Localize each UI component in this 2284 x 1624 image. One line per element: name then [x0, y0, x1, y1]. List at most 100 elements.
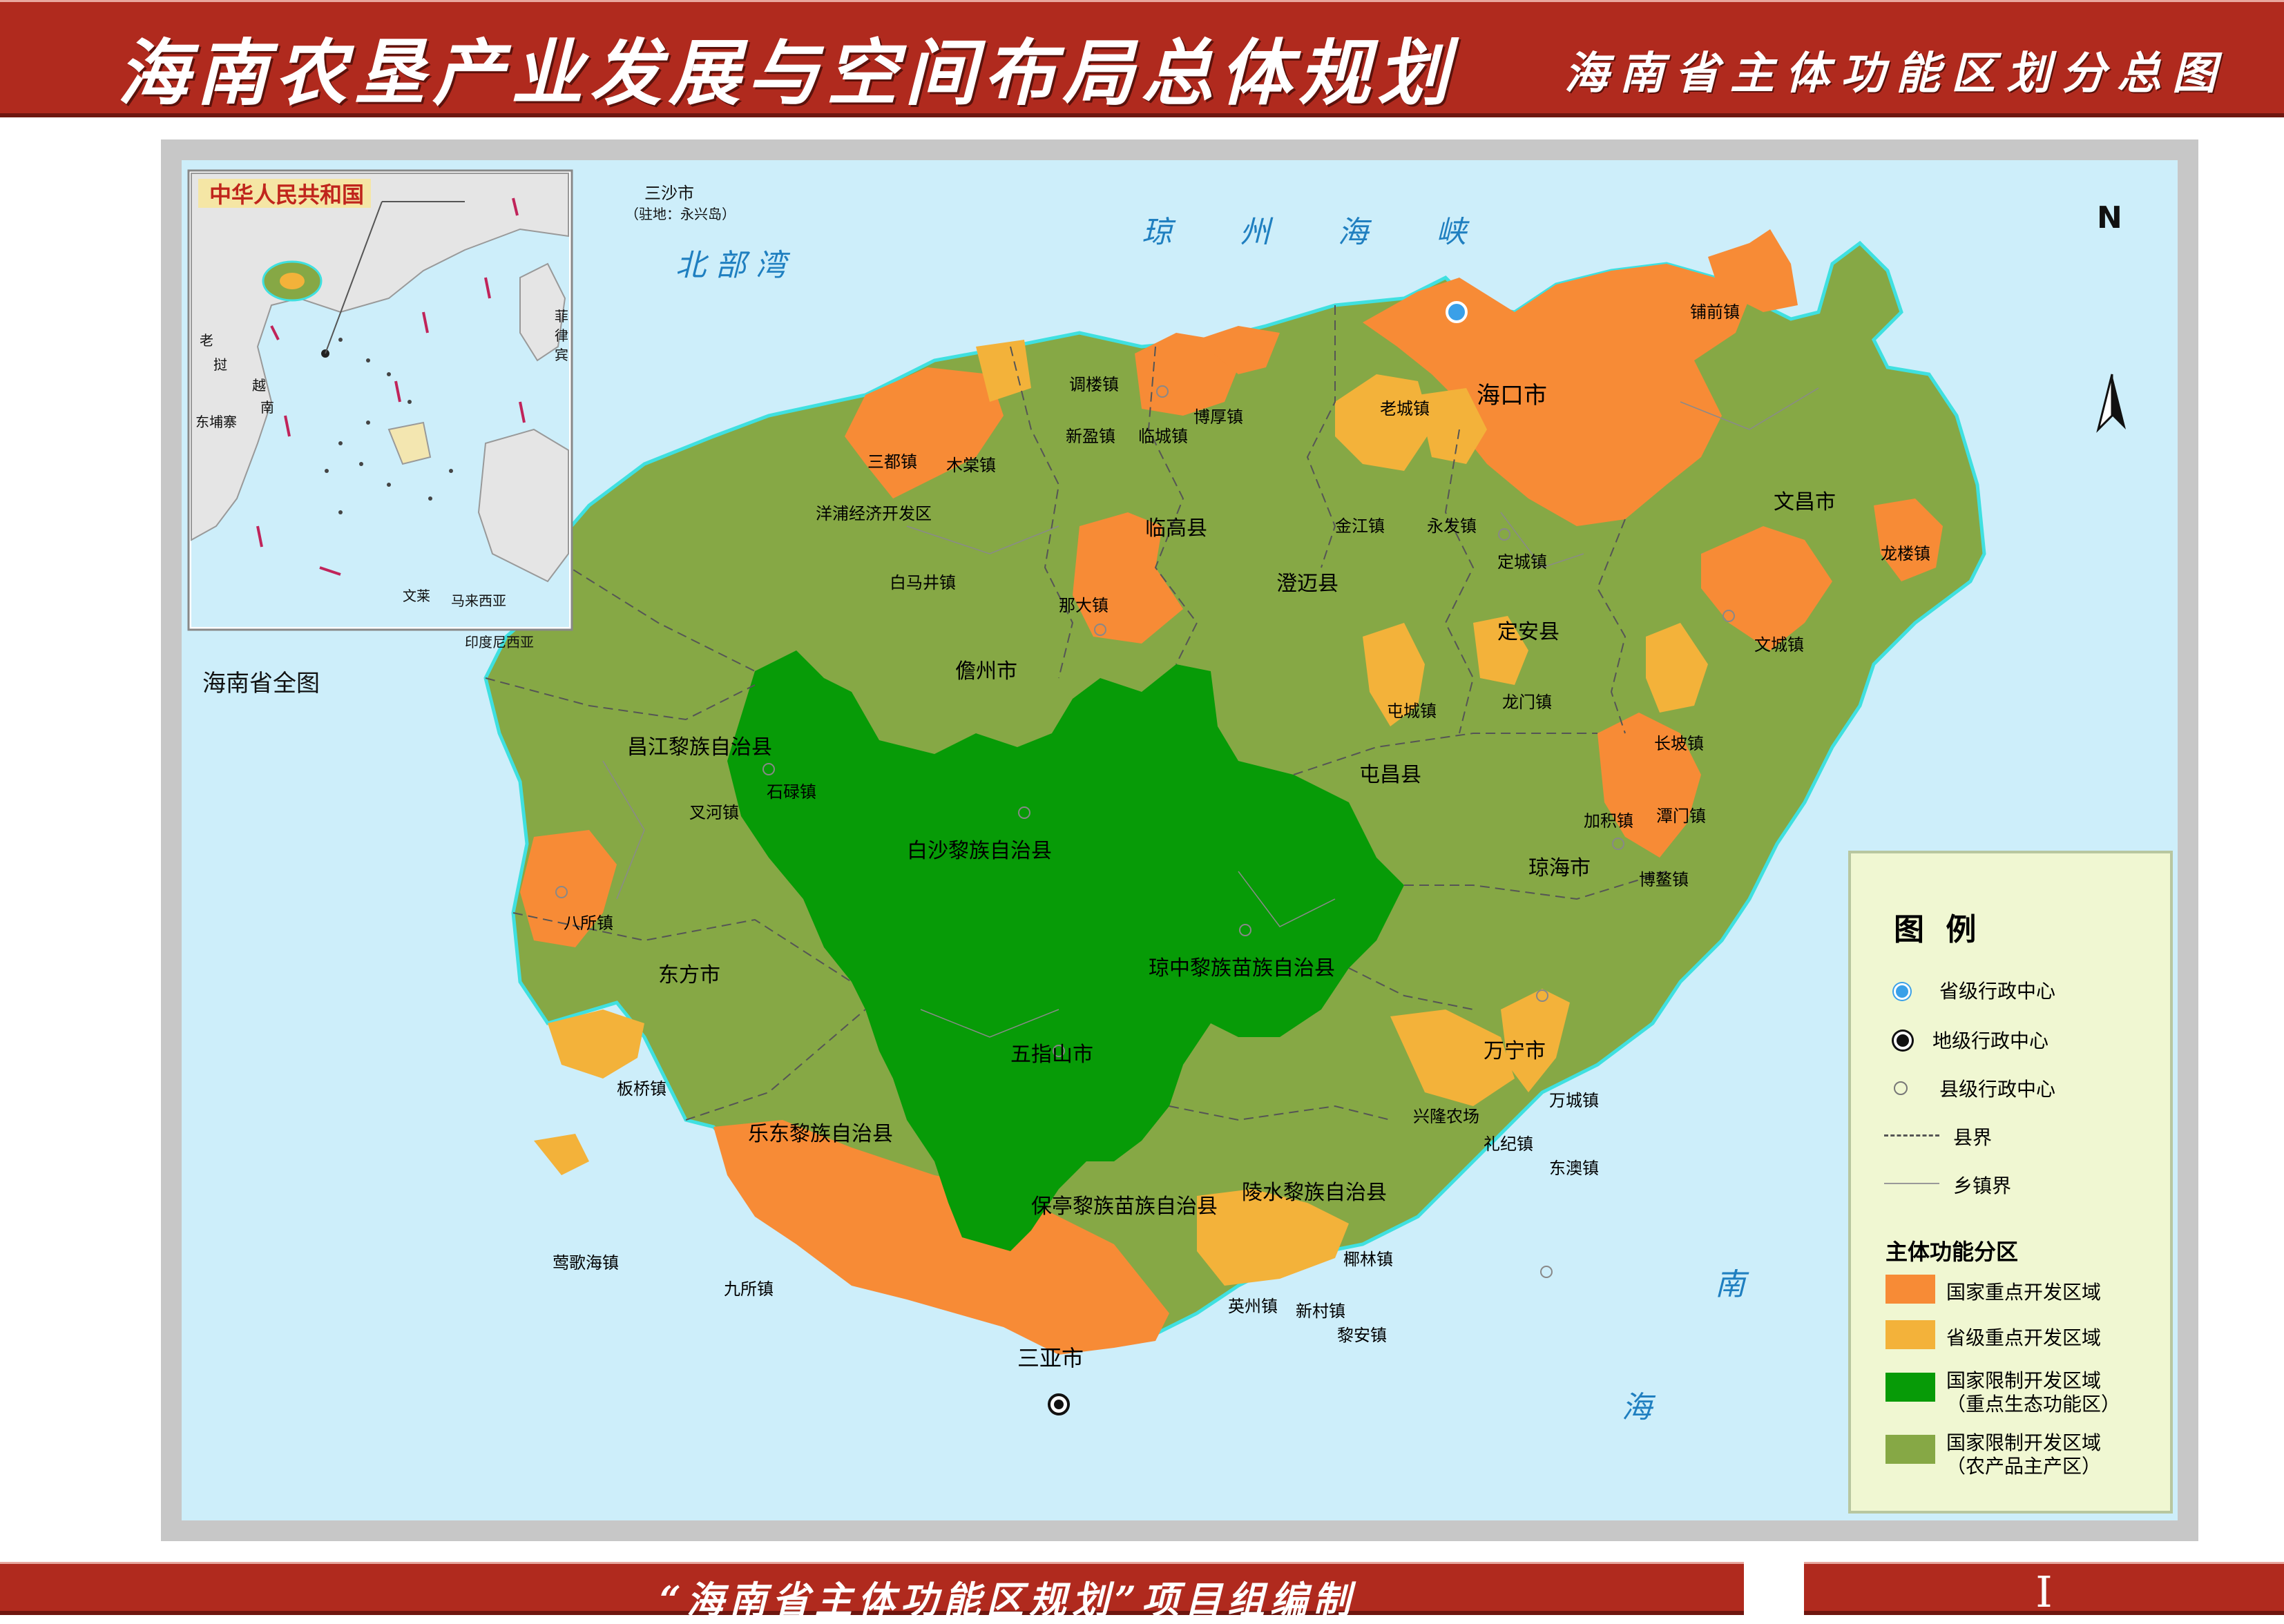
inset-map — [187, 169, 573, 631]
legend-label: 乡镇界 — [1953, 1174, 2012, 1197]
town-label: 礼纪镇 — [1484, 1134, 1533, 1154]
inset-country-vietnam2: 南 — [260, 399, 274, 416]
legend-label: 国家重点开发区域 — [1946, 1281, 2102, 1304]
zone-diaolou — [976, 340, 1031, 402]
zone-longmen — [1473, 616, 1528, 685]
sea-qiongzhou-2: 州 — [1240, 215, 1270, 250]
town-label: 加积镇 — [1584, 811, 1633, 831]
zone-swatch — [1885, 1373, 1935, 1402]
zone-banqiao — [548, 1009, 644, 1079]
legend-zones-title: 主体功能分区 — [1885, 1239, 2019, 1265]
legend-label: 地级行政中心 — [1932, 1030, 2049, 1052]
inset-country-lao2: 挝 — [213, 356, 227, 373]
county-label: 乐东黎族自治县 — [748, 1122, 893, 1146]
zone-xinglong — [1390, 1009, 1515, 1106]
town-label: 三都镇 — [867, 452, 917, 472]
town-label: 英州镇 — [1228, 1297, 1278, 1316]
legend-label: 国家限制开发区域 — [1946, 1369, 2102, 1392]
zone-swatch — [1885, 1320, 1935, 1349]
town-label: 临城镇 — [1138, 427, 1188, 446]
zone-jinjiang — [1335, 374, 1432, 471]
zone-puqian — [1708, 229, 1798, 312]
town-label: 新盈镇 — [1066, 427, 1115, 446]
town-label: 博鳌镇 — [1639, 870, 1689, 889]
town-label: 铺前镇 — [1690, 302, 1740, 322]
county-label: 海口市 — [1477, 382, 1547, 409]
admin-center-markers — [555, 301, 1735, 1415]
town-label: 潭门镇 — [1656, 806, 1706, 826]
town-label: 板桥镇 — [617, 1079, 666, 1099]
inset-country-malaysia: 马来西亚 — [451, 592, 506, 609]
county-label: 儋州市 — [955, 659, 1017, 684]
legend-label: 国家限制开发区域 — [1946, 1431, 2102, 1454]
zone-wancheng — [1501, 989, 1570, 1092]
map-frame: 中华人民共和国 三沙市 （驻地：永兴岛） 海南省全图 老 挝 越 南 东埔寨 菲… — [161, 139, 2198, 1541]
inset-country-lao: 老 — [200, 332, 213, 349]
legend-label: 省级重点开发区域 — [1946, 1326, 2102, 1349]
town-label: 文城镇 — [1754, 635, 1804, 655]
zone-haikou — [1363, 264, 1749, 526]
zone-swatch — [1885, 1275, 1935, 1304]
county-label: 定安县 — [1497, 620, 1560, 644]
sea-beibu: 北 部 湾 — [675, 248, 786, 283]
inset-country-philippines2: 律 — [555, 327, 568, 344]
county-label: 昌江黎族自治县 — [627, 735, 772, 760]
sea-nanhai-2: 海 — [1622, 1390, 1652, 1425]
sea-qiongzhou-4: 峡 — [1436, 215, 1466, 250]
town-boundary-icon — [1884, 1183, 1939, 1184]
legend-panel: 图 例 省级行政中心 地级行政中心 县级行政中心 县界 乡镇界 主体功能分区 国… — [1848, 851, 2173, 1514]
zone-chenghai — [1135, 333, 1238, 416]
page-number-banner: I — [1804, 1562, 2284, 1617]
town-label: 九所镇 — [724, 1279, 774, 1299]
page-number: I — [2035, 1567, 2053, 1617]
county-label: 东方市 — [658, 963, 720, 987]
prefecture-center-icon — [1894, 1032, 1912, 1050]
inset-country-philippines3: 宾 — [555, 347, 568, 363]
footer-banner: “海南省主体功能区规划”项目组编制 — [0, 1562, 1744, 1622]
map-main-title: 海南农垦产业发展与空间布局总体规划 — [117, 30, 1457, 115]
map-sub-title: 海南省主体功能区划分总图 — [1564, 48, 2227, 99]
town-label: 兴隆农场 — [1413, 1107, 1479, 1126]
zone-nada — [1073, 512, 1183, 644]
county-label: 屯昌县 — [1359, 763, 1421, 787]
zone-longlou — [1874, 499, 1943, 581]
town-label: 洋浦经济开发区 — [816, 504, 932, 523]
inset-country-label: 中华人民共和国 — [209, 182, 365, 208]
zone-basuo — [520, 830, 617, 947]
zone-lingshui — [1197, 1189, 1349, 1286]
town-boundaries — [602, 387, 1819, 1038]
north-label: N — [2097, 200, 2122, 235]
legend-label: 县界 — [1953, 1126, 1993, 1149]
county-label: 文昌市 — [1774, 490, 1836, 514]
inset-country-philippines1: 菲 — [555, 308, 568, 325]
county-label: 五指山市 — [1010, 1043, 1093, 1067]
county-label: 三亚市 — [1017, 1345, 1084, 1371]
county-boundary-icon — [1884, 1134, 1939, 1137]
county-label: 澄迈县 — [1276, 572, 1338, 596]
town-label: 龙楼镇 — [1881, 544, 1930, 563]
legend-label: （农产品主产区） — [1946, 1455, 2102, 1478]
north-arrow-icon — [2096, 374, 2126, 433]
inset-country-indonesia: 印度尼西亚 — [465, 634, 534, 650]
town-label: 新村镇 — [1296, 1302, 1345, 1321]
county-label: 保亭黎族苗族自治县 — [1031, 1195, 1218, 1219]
zone-changpo — [1646, 623, 1708, 713]
zone-yinggehai — [534, 1134, 589, 1175]
county-label: 琼中黎族苗族自治县 — [1149, 956, 1335, 980]
county-label: 万宁市 — [1484, 1039, 1546, 1063]
zone-tuncheng — [1363, 623, 1425, 726]
town-label: 龙门镇 — [1502, 693, 1552, 712]
town-label: 那大镇 — [1059, 596, 1109, 615]
zone-ecological-core — [727, 650, 1404, 1251]
town-label: 老城镇 — [1380, 399, 1430, 418]
provincial-center-icon — [1894, 983, 1910, 1000]
zone-yongfa — [1418, 388, 1487, 464]
county-label: 陵水黎族自治县 — [1242, 1181, 1387, 1205]
zone-jiaji — [1597, 713, 1701, 858]
legend-label: 省级行政中心 — [1939, 980, 2056, 1003]
town-label: 木棠镇 — [946, 456, 996, 475]
town-label: 金江镇 — [1335, 516, 1385, 536]
inset-country-vietnam: 越 — [252, 377, 266, 394]
town-label: 八所镇 — [564, 914, 613, 933]
town-label: 黎安镇 — [1337, 1326, 1387, 1345]
